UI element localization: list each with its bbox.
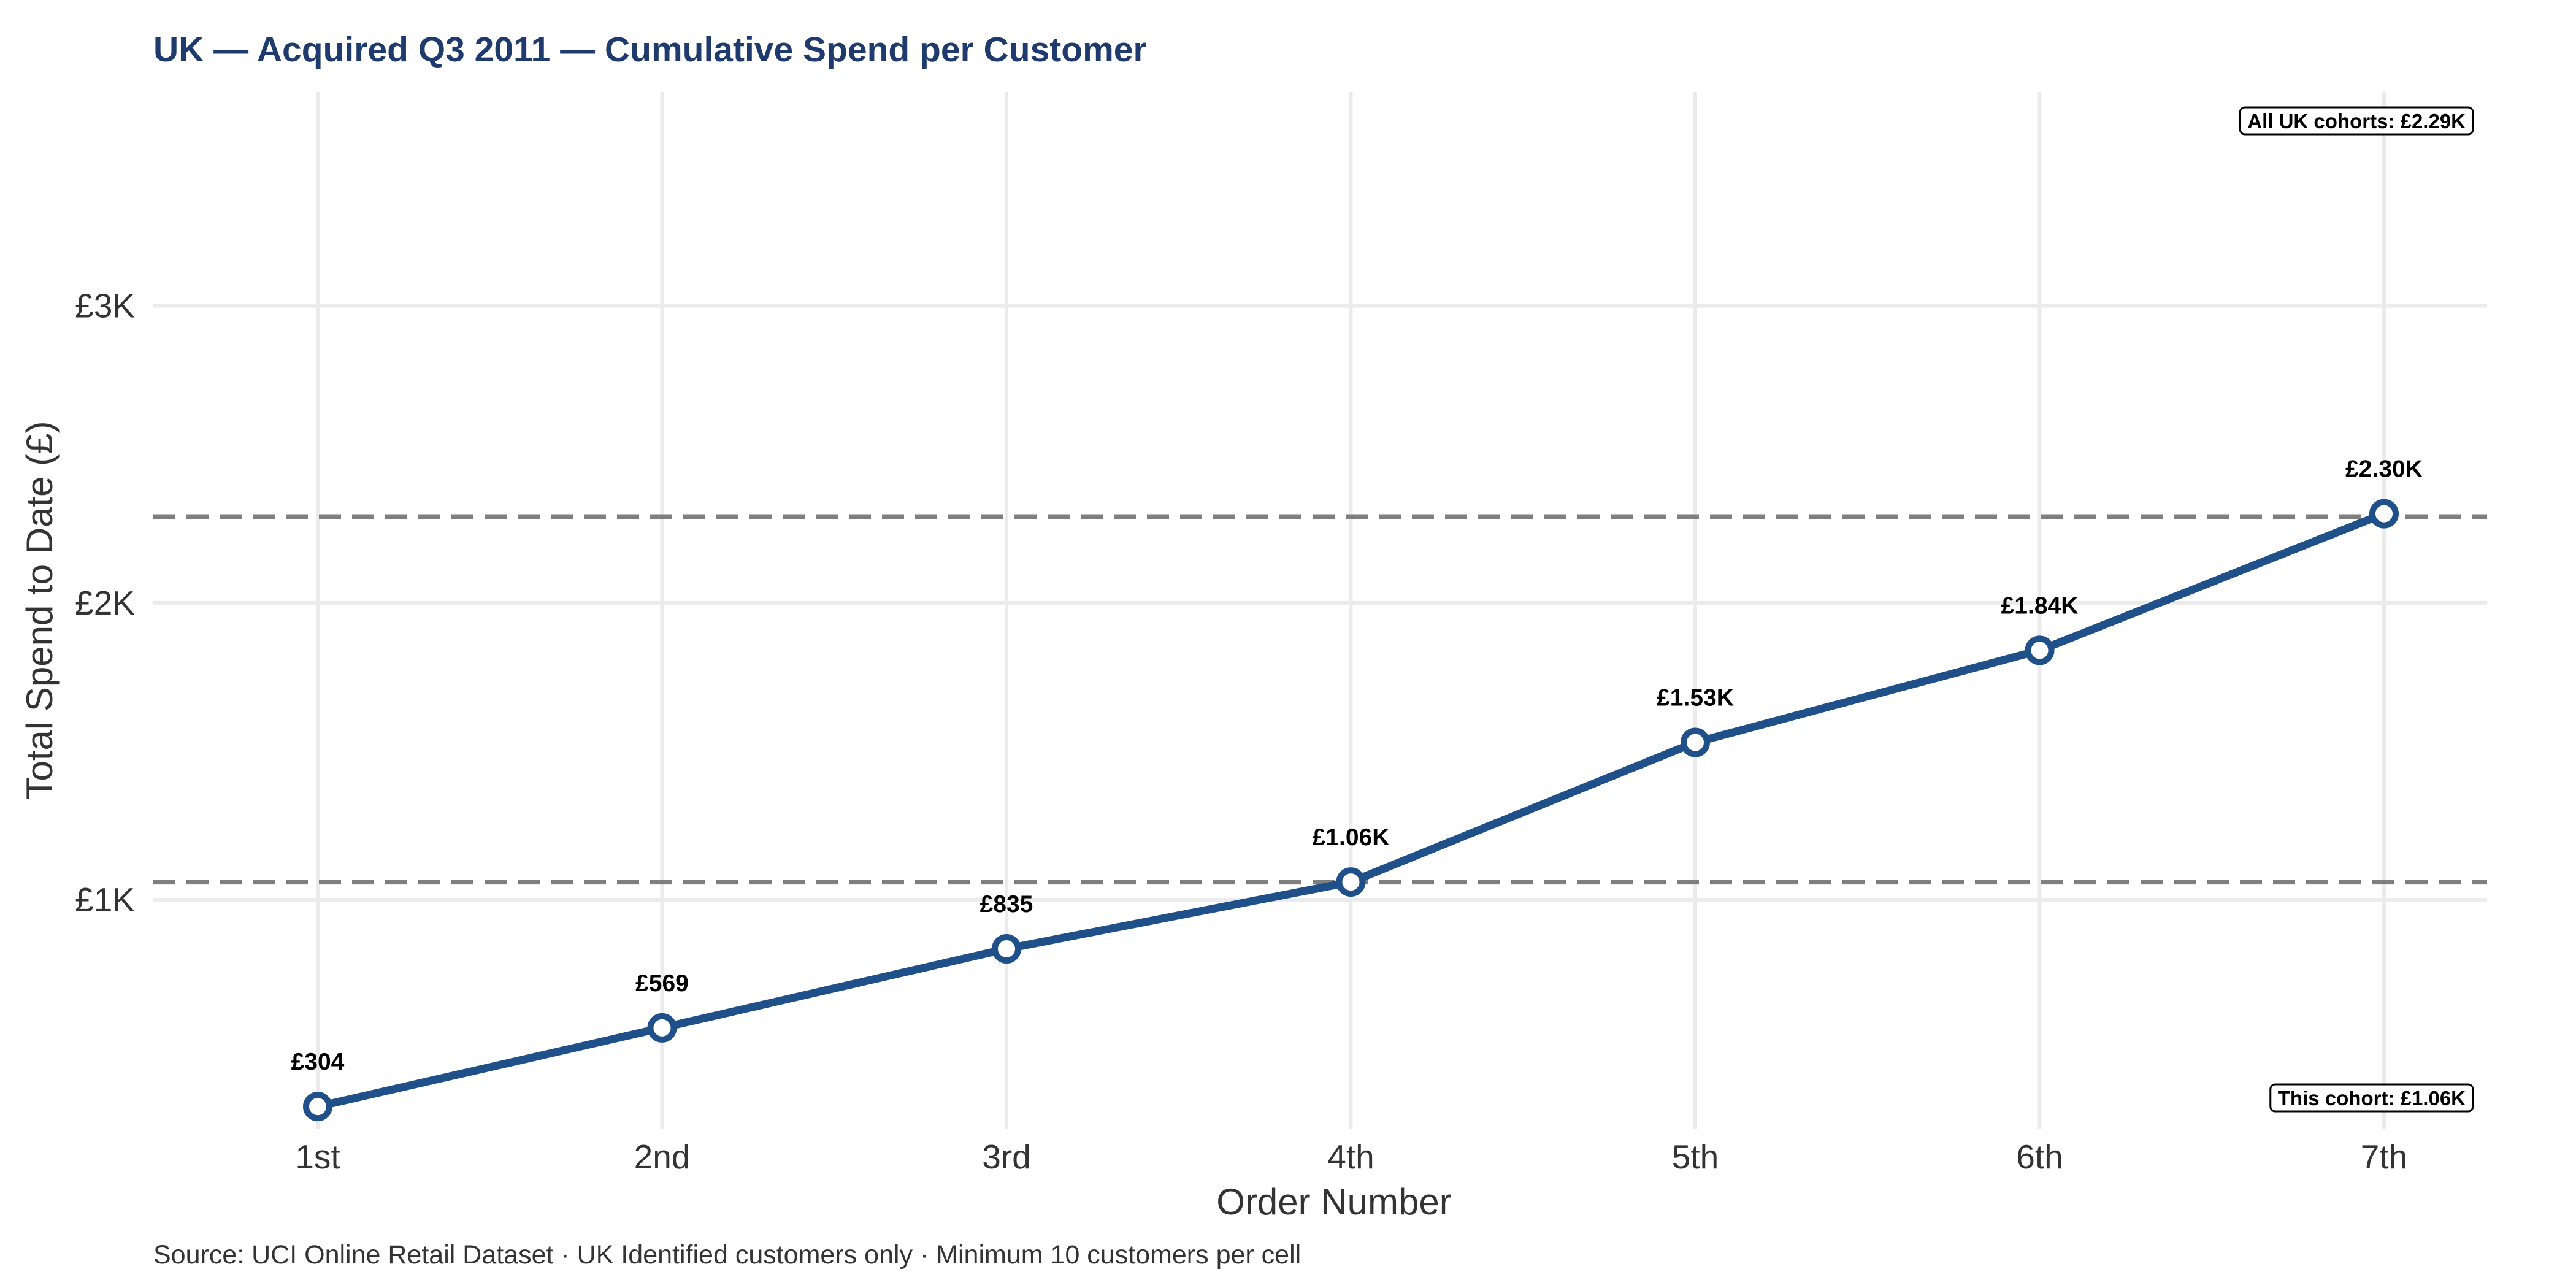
reference-line-label: All UK cohorts: £2.29K (2247, 110, 2466, 132)
data-label: £2.30K (2345, 456, 2423, 483)
data-label: £569 (635, 970, 689, 997)
data-label: £1.84K (2001, 592, 2079, 619)
reference-line-label-box (2269, 1083, 2474, 1113)
chart-title: UK — Acquired Q3 2011 — Cumulative Spend… (153, 30, 1147, 69)
reference-lines-layer (153, 514, 2487, 885)
y-axis-title: Total Spend to Date (£) (19, 421, 60, 799)
data-point (1336, 867, 1366, 897)
x-tick-label: 7th (2361, 1138, 2407, 1176)
data-point (2369, 499, 2399, 529)
data-point (1681, 727, 1710, 757)
x-tick-label: 3rd (982, 1138, 1031, 1176)
x-axis-title: Order Number (1216, 1181, 1451, 1222)
x-tick-label: 5th (1672, 1138, 1719, 1176)
data-label: £1.06K (1313, 824, 1390, 851)
grid-layer (153, 92, 2487, 1129)
data-point (992, 934, 1021, 964)
reference-line-label-box (2239, 106, 2474, 136)
x-tick-label: 6th (2016, 1138, 2063, 1176)
x-tick-label: 2nd (634, 1138, 691, 1176)
y-tick-label: £1K (75, 881, 135, 919)
tick-labels-layer: 1st 2nd 3rd 4th 5th 6th 7th £1K £2K £3K (75, 287, 2407, 1176)
data-label: £304 (291, 1049, 345, 1075)
x-tick-label: 1st (295, 1138, 340, 1176)
y-tick-label: £2K (75, 584, 135, 622)
y-tick-label: £3K (75, 287, 135, 325)
data-labels-layer: All UK cohorts: £2.29K This cohort: £1.06… (291, 106, 2474, 1113)
data-point (647, 1013, 677, 1043)
data-label: £835 (980, 891, 1033, 918)
data-point (2025, 635, 2055, 665)
x-tick-label: 4th (1327, 1138, 1374, 1176)
series-layer (303, 499, 2399, 1122)
data-label: £1.53K (1657, 684, 1734, 711)
data-point (303, 1092, 332, 1122)
chart-caption: Source: UCI Online Retail Dataset · UK I… (153, 1240, 1301, 1270)
reference-line-label: This cohort: £1.06K (2278, 1087, 2466, 1110)
